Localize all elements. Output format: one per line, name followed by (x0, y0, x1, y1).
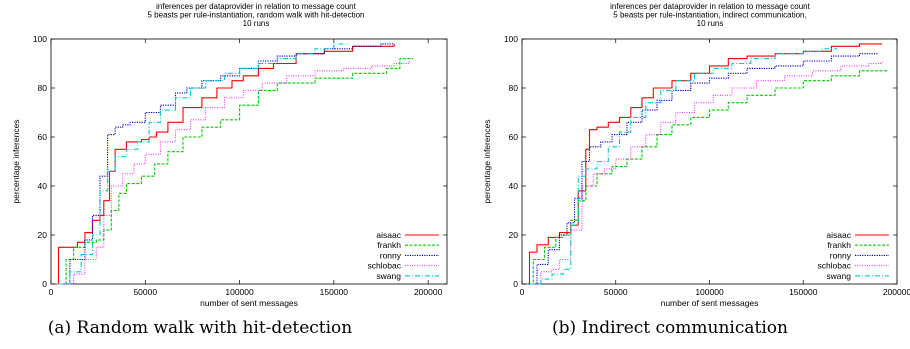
x-tick-label: 50000 (133, 287, 157, 297)
y-tick-label: 100 (504, 34, 518, 44)
x-tick-label: 50000 (604, 287, 628, 297)
y-tick-label: 0 (513, 279, 518, 289)
legend-label-ronny: ronny (380, 250, 402, 260)
figure-caption: (b) Indirect communication (552, 318, 788, 338)
x-tick-label: 100000 (695, 287, 724, 297)
plot-frame (50, 38, 448, 285)
x-tick-label: 0 (520, 287, 525, 297)
x-axis-label: number of sent messages (200, 298, 298, 308)
legend-label-schlobac: schlobac (367, 261, 401, 271)
series-line-ronny (525, 53, 879, 285)
x-tick-label: 150000 (320, 287, 349, 297)
legend-label-swang: swang (826, 271, 851, 281)
x-tick-label: 0 (49, 287, 54, 297)
series-line-ronny (58, 43, 395, 285)
series-line-frankh (56, 58, 414, 285)
x-tick-label: 200000 (414, 287, 443, 297)
chart-b: inferences per dataprovider in relation … (482, 2, 910, 338)
series-line-swang (529, 48, 837, 285)
legend-label-aisaac: aisaac (826, 230, 851, 240)
y-axis-label: percentage inferences (11, 119, 21, 203)
series-line-swang (58, 43, 349, 285)
chart-title-line: 5 beasts per rule-instantiation, random … (148, 11, 365, 20)
y-tick-label: 60 (38, 132, 48, 142)
y-tick-label: 80 (38, 83, 48, 93)
x-axis-label: number of sent messages (661, 298, 759, 308)
y-tick-label: 60 (509, 132, 519, 142)
y-tick-label: 40 (38, 181, 48, 191)
y-tick-label: 100 (33, 34, 47, 44)
chart-title-line: inferences per dataprovider in relation … (156, 2, 356, 11)
legend-label-schlobac: schlobac (817, 261, 851, 271)
x-tick-label: 150000 (789, 287, 818, 297)
series-line-aisaac (54, 43, 395, 285)
chart-title-line: 10 runs (243, 19, 270, 28)
y-tick-label: 0 (42, 279, 47, 289)
chart-title-line: 10 runs (697, 19, 724, 28)
legend-label-swang: swang (376, 271, 401, 281)
y-tick-label: 20 (38, 230, 48, 240)
y-tick-label: 20 (509, 230, 519, 240)
legend-label-ronny: ronny (830, 250, 852, 260)
legend-label-aisaac: aisaac (376, 230, 401, 240)
chart-a: inferences per dataprovider in relation … (11, 2, 448, 338)
x-tick-label: 100000 (225, 287, 254, 297)
y-tick-label: 40 (509, 181, 519, 191)
y-tick-label: 80 (509, 83, 519, 93)
chart-title-line: inferences per dataprovider in relation … (610, 2, 810, 11)
x-tick-label: 200000 (883, 287, 910, 297)
y-axis-label: percentage inferences (482, 119, 492, 203)
legend-label-frankh: frankh (827, 240, 851, 250)
series-line-schlobac (62, 61, 410, 285)
legend-label-frankh: frankh (377, 240, 401, 250)
figure-caption: (a) Random walk with hit-detection (48, 318, 353, 338)
chart-title-line: 5 beasts per rule-instantiation, indirec… (613, 11, 806, 20)
